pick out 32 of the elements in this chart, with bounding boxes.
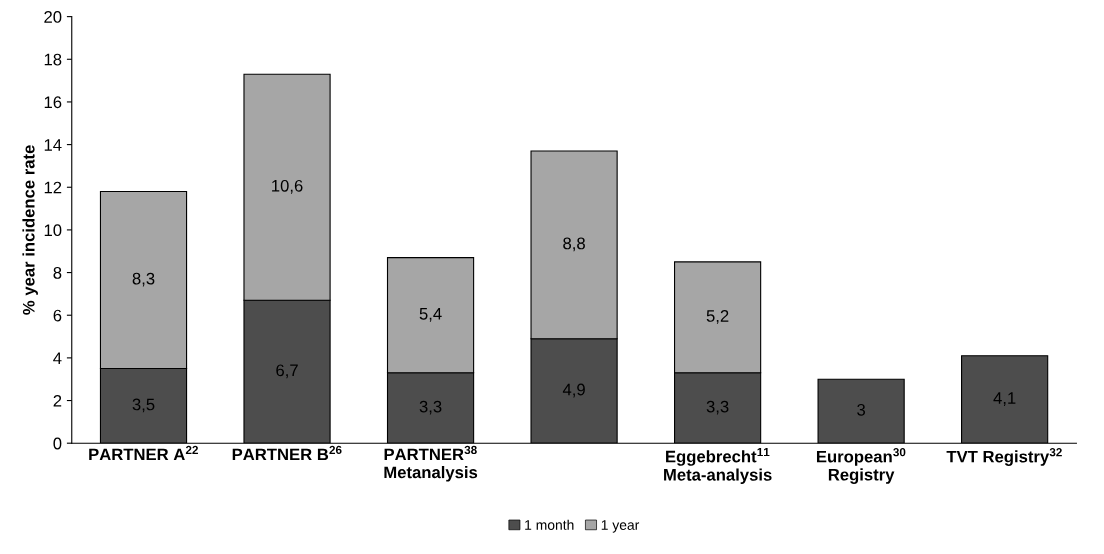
y-axis-title: % year incidence rate	[22, 145, 38, 315]
y-tick-label: 12	[44, 181, 62, 194]
x-tick-label: European$^{30}$ Registry	[816, 448, 906, 484]
legend-label: 1 year	[601, 520, 640, 533]
data-label: 3,3	[706, 400, 729, 415]
y-tick-label: 10	[44, 224, 62, 237]
x-tick-label: PARTNER A$^{22}$	[89, 445, 198, 461]
data-label: 8,8	[563, 237, 585, 252]
data-label: 4,1	[993, 392, 1016, 406]
data-label: 3,5	[132, 398, 155, 413]
data-label: 6,7	[276, 364, 298, 379]
data-label: 8,3	[132, 272, 155, 287]
y-tick-label: 18	[44, 53, 62, 66]
y-tick-label: 16	[44, 96, 62, 109]
x-tick-label: PARTNER$^{38}$ Metanalysis	[384, 445, 478, 482]
x-tick-label: PARTNER B$^{26}$	[232, 445, 342, 461]
data-label: 4,9	[562, 383, 585, 398]
y-tick-label: 20	[44, 11, 62, 23]
x-tick-label: TVT Registry$^{32}$	[946, 448, 1062, 466]
data-label: 5,2	[706, 310, 729, 324]
y-tick-label: 14	[44, 139, 62, 151]
data-label: 3	[857, 403, 866, 416]
y-tick-label: 6	[53, 309, 62, 322]
data-label: 10,6	[272, 179, 303, 194]
y-tick-label: 0	[53, 437, 62, 450]
y-tick-label: 2	[53, 394, 62, 407]
data-label: 3,3	[419, 400, 442, 415]
data-label: 5,4	[419, 308, 442, 322]
x-tick-label: Eggebrecht$^{11}$ Meta-analysis	[664, 448, 772, 485]
y-tick-label: 4	[53, 352, 62, 364]
legend-label: 1 month	[525, 519, 574, 530]
y-tick-label: 8	[53, 266, 62, 279]
